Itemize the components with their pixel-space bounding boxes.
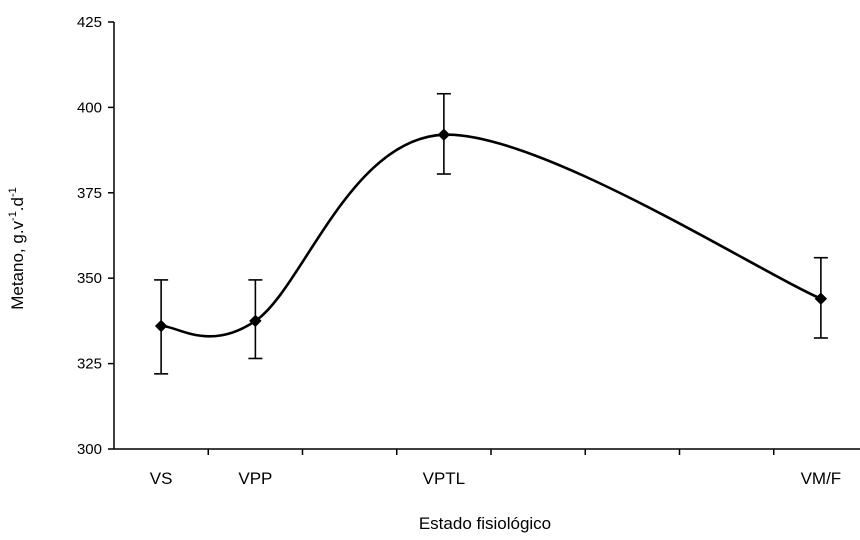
y-tick-label: 400	[77, 99, 102, 116]
y-axis-ticks: 300 325 350 375 400 425	[77, 14, 114, 458]
axes	[113, 22, 860, 450]
data-point-marker	[154, 319, 168, 333]
data-point-marker	[437, 128, 451, 141]
x-axis-title: Estado fisiológico	[419, 514, 551, 533]
data-point-marker	[249, 314, 262, 328]
x-category-label: VM/F	[801, 469, 842, 488]
x-category-label: VS	[150, 469, 173, 488]
y-axis-title-superscript-1: -1	[7, 211, 19, 221]
x-axis-ticks: VS VPP VPTL VM/F	[150, 449, 842, 488]
data-point-marker	[814, 292, 828, 305]
series-line	[161, 133, 822, 338]
y-tick-label: 300	[77, 441, 102, 458]
x-category-label: VPP	[238, 469, 272, 488]
y-tick-label: 325	[77, 356, 102, 373]
series-layer	[154, 92, 828, 375]
x-category-label: VPTL	[423, 469, 466, 488]
y-tick-label: 375	[77, 185, 102, 202]
y-tick-label: 350	[77, 270, 102, 287]
y-axis-title: Metano, g.v-1.d-1	[7, 187, 27, 310]
y-axis-title-middle: .d	[8, 197, 27, 211]
y-tick-label: 425	[77, 14, 102, 31]
y-axis-title-superscript-2: -1	[7, 187, 19, 197]
y-axis-title-main: Metano, g.v	[8, 220, 27, 309]
